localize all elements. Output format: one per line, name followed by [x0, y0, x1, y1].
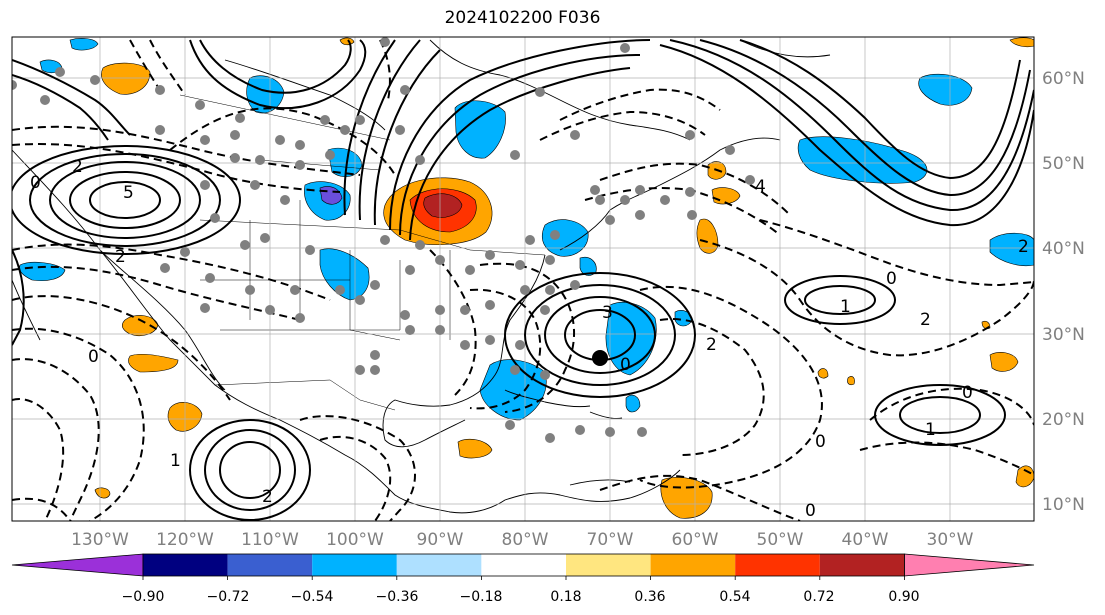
colorbar-tick-label: −0.72	[207, 589, 250, 605]
lat-label: 40°N	[1042, 239, 1085, 259]
solid-contours	[12, 39, 1034, 521]
station-dots	[12, 37, 755, 443]
colorbar-tick-label: −0.18	[460, 589, 503, 605]
contour-label: 1	[840, 297, 851, 317]
contour-label: 2	[262, 487, 273, 507]
lat-label: 20°N	[1042, 410, 1085, 430]
colorbar-tick-label: −0.90	[122, 589, 165, 605]
contour-label: 0	[88, 347, 99, 367]
contour-label: 0	[620, 355, 631, 375]
lon-label: 40°W	[842, 530, 889, 550]
colorbar-tick-label: 0.18	[550, 589, 581, 605]
contour-label: 1	[925, 420, 936, 440]
longitude-labels: 130°W 120°W 110°W 100°W 90°W 80°W 70°W 6…	[71, 530, 974, 550]
lon-label: 80°W	[502, 530, 549, 550]
lon-label: 50°W	[757, 530, 804, 550]
latitude-labels: 60°N 50°N 40°N 30°N 20°N 10°N	[1042, 69, 1085, 515]
lon-label: 30°W	[927, 530, 974, 550]
contour-label: 2	[706, 335, 717, 355]
colorbar-swatch	[481, 554, 566, 576]
lat-label: 60°N	[1042, 69, 1085, 89]
contour-label: 4	[755, 177, 766, 197]
contour-label: 3	[602, 303, 613, 323]
contour-label: 0	[886, 269, 897, 289]
contour-label: 0	[805, 501, 816, 521]
colorbar-tick-label: 0.36	[634, 589, 665, 605]
colorbar-extend-high	[904, 553, 1035, 577]
dashed-contours	[12, 39, 1034, 521]
political-borders	[179, 94, 546, 411]
colorbar-swatch	[650, 554, 736, 576]
lon-label: 110°W	[241, 530, 299, 550]
colorbar-swatch	[566, 554, 651, 576]
colorbar-swatch	[143, 554, 228, 576]
contour-label: 2	[920, 310, 931, 330]
colorbar-tick-label: 0.90	[888, 589, 919, 605]
lon-label: 60°W	[672, 530, 719, 550]
lon-label: 100°W	[326, 530, 384, 550]
colorbar-outline	[142, 553, 905, 577]
contour-label: 1	[170, 451, 181, 471]
contour-label: 0	[30, 173, 41, 193]
map-panel	[12, 37, 1034, 521]
colorbar-swatch	[819, 554, 905, 576]
graticule	[12, 37, 1034, 521]
colorbar	[11, 553, 1035, 580]
colorbar-ticks: −0.90 −0.72 −0.54 −0.36 −0.18 0.18 0.36 …	[122, 589, 920, 605]
colorbar-tick-label: −0.54	[291, 589, 334, 605]
map-title: 2024102200 F036	[444, 8, 601, 28]
lat-label: 10°N	[1042, 495, 1085, 515]
lon-label: 90°W	[417, 530, 464, 550]
coastlines	[12, 39, 831, 514]
lat-label: 30°N	[1042, 325, 1085, 345]
colorbar-tick-label: 0.72	[803, 589, 834, 605]
contour-label: 5	[123, 183, 134, 203]
contour-label: 0	[962, 383, 973, 403]
storm-center-marker	[592, 350, 608, 366]
colorbar-swatch	[735, 554, 820, 576]
colorbar-swatch	[312, 554, 397, 576]
colorbar-swatch	[396, 554, 482, 576]
colorbar-extend-low	[11, 553, 144, 577]
colorbar-tick-label: 0.54	[719, 589, 750, 605]
lon-label: 130°W	[71, 530, 129, 550]
contour-label: 2	[72, 157, 83, 177]
contour-label: 0	[815, 432, 826, 452]
contour-label: 2	[115, 247, 126, 267]
contour-label: 2	[1018, 237, 1029, 257]
colorbar-tick-label: −0.36	[376, 589, 419, 605]
lon-label: 70°W	[587, 530, 634, 550]
lat-label: 50°N	[1042, 154, 1085, 174]
map-frame	[11, 36, 1035, 522]
colorbar-swatch	[227, 554, 313, 576]
contour-labels: 0 2 5 2 0 1 3 0 2 0 2 1 0 2 4 0 0 2 1	[30, 157, 1029, 521]
lon-label: 120°W	[156, 530, 214, 550]
